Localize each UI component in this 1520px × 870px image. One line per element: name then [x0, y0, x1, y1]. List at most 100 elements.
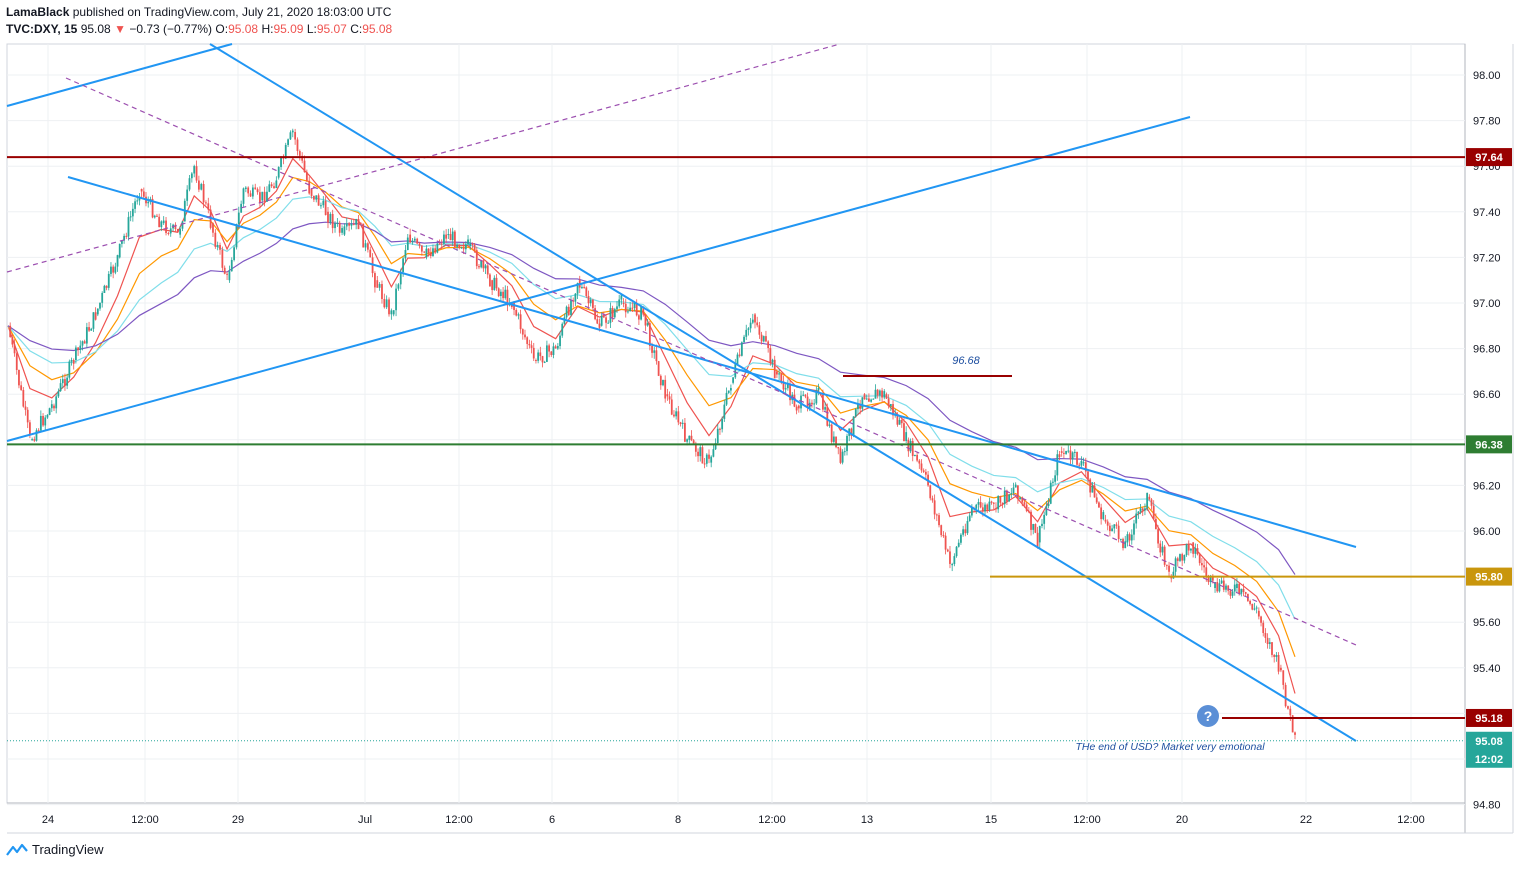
candle-body: [1287, 706, 1289, 709]
trendline-4[interactable]: [6, 116, 1191, 442]
candle-body: [953, 556, 956, 565]
candle-body: [273, 186, 275, 189]
candle-body: [609, 308, 612, 323]
candle-body: [655, 350, 658, 362]
candle-body: [1294, 732, 1296, 735]
question-icon-glyph: ?: [1204, 708, 1213, 724]
candle-body: [596, 319, 599, 324]
candle-body: [464, 244, 467, 250]
candle-body: [9, 325, 12, 338]
candle-body: [1036, 532, 1039, 547]
candle-body: [1122, 538, 1124, 549]
candle-body: [826, 407, 829, 426]
candle-body: [903, 423, 905, 441]
candle-body: [657, 361, 660, 376]
candle-body: [471, 243, 474, 245]
candle-body: [935, 514, 938, 516]
candle-body: [1205, 567, 1208, 577]
candle-body: [216, 244, 219, 247]
brand-name[interactable]: TradingView: [32, 842, 104, 857]
candle-body: [837, 447, 840, 449]
candle-body: [167, 232, 170, 234]
candle-body: [425, 248, 428, 258]
candle-body: [1115, 524, 1118, 526]
candle-body: [938, 515, 940, 526]
candle-body: [762, 336, 765, 342]
candle-body: [1255, 607, 1258, 609]
candle-body: [449, 234, 452, 241]
candle-body: [1043, 514, 1046, 524]
candle-body: [556, 346, 559, 349]
candle-body: [944, 535, 947, 550]
candle-body: [1266, 637, 1269, 645]
candle-body: [552, 346, 555, 355]
candle-body: [486, 265, 489, 275]
candle-body: [940, 525, 943, 536]
candle-body: [885, 394, 888, 399]
candle-body: [723, 404, 726, 419]
candle-body: [747, 328, 750, 330]
candle-body: [1227, 585, 1230, 591]
candle-body: [432, 248, 434, 257]
candle-body: [1045, 506, 1048, 515]
candle-body: [1124, 541, 1127, 549]
candle-body: [662, 379, 664, 386]
trendline-2[interactable]: [209, 43, 1357, 742]
candle-body: [55, 396, 58, 409]
candle-body: [294, 132, 297, 140]
candle-body: [675, 411, 678, 417]
candle-body: [686, 439, 688, 442]
candle-body: [613, 309, 616, 318]
candle-body: [703, 463, 706, 465]
low-value: 95.07: [316, 22, 347, 36]
candle-body: [719, 428, 721, 430]
candle-body: [179, 228, 182, 235]
candle-body: [64, 379, 66, 386]
candle-body: [1076, 451, 1078, 465]
candle-body: [905, 432, 908, 441]
candle-body: [284, 144, 287, 159]
candle-body: [554, 346, 557, 349]
candle-body: [1128, 534, 1131, 541]
candle-body: [977, 502, 980, 505]
candle-body: [214, 232, 217, 247]
candle-body: [975, 504, 978, 509]
publish-info: published on TradingView.com, July 21, 2…: [72, 5, 392, 19]
candle-body: [806, 396, 809, 408]
candle-body: [445, 234, 448, 239]
candle-body: [420, 245, 423, 252]
candle-body: [889, 404, 892, 407]
candle-body: [289, 132, 292, 140]
candle-body: [1080, 460, 1083, 466]
candle-body: [1141, 508, 1144, 511]
candle-body: [640, 306, 642, 320]
question-icon[interactable]: [1197, 705, 1219, 727]
candle-body: [677, 411, 680, 423]
candle-body: [548, 345, 550, 352]
candle-body: [942, 535, 945, 537]
candle-body: [841, 451, 844, 463]
author-name[interactable]: LamaBlack: [6, 5, 70, 19]
candle-body: [1023, 502, 1026, 505]
candle-body: [712, 449, 715, 457]
candle-body: [627, 311, 629, 313]
candle-body: [528, 343, 531, 346]
dashed-midline-2[interactable]: [65, 77, 1357, 646]
candle-body: [1240, 588, 1243, 594]
candle-body: [565, 306, 568, 318]
candle-body: [390, 310, 393, 315]
trendline-1[interactable]: [6, 43, 233, 107]
candle-body: [616, 306, 618, 310]
candle-body: [142, 191, 145, 197]
x-tick-label: 20: [1176, 814, 1188, 826]
candle-body: [561, 323, 564, 336]
candle-body: [497, 288, 500, 297]
tradingview-logo-icon[interactable]: [6, 843, 28, 857]
candle-body: [70, 360, 73, 362]
close-value: 95.08: [362, 22, 393, 36]
candle-body: [644, 314, 647, 326]
candle-body: [352, 223, 355, 225]
candle-body: [324, 200, 327, 216]
level-price-tag: [1466, 708, 1512, 727]
